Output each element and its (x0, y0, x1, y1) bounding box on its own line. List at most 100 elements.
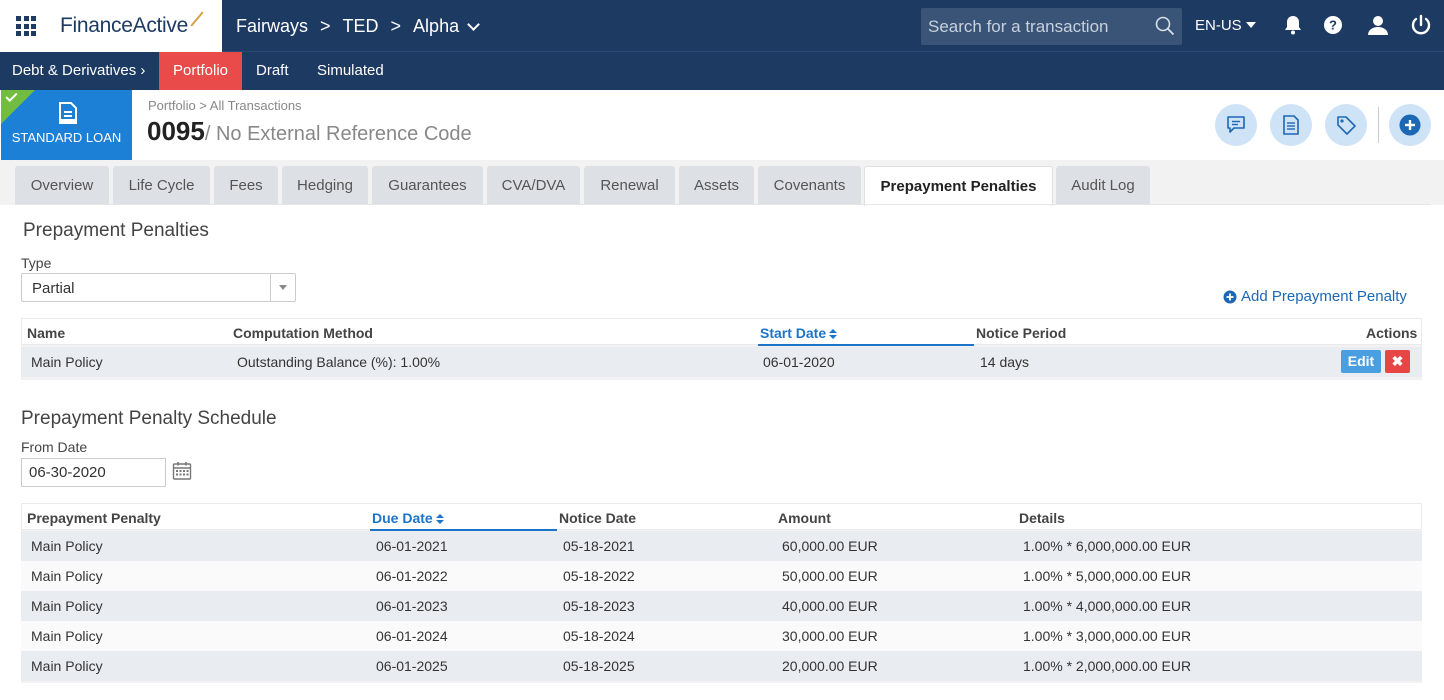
context-breadcrumb: Fairways > TED > Alpha (236, 16, 480, 37)
table-row: Main Policy Outstanding Balance (%): 1.0… (21, 347, 1422, 377)
cell-start-date: 06-01-2020 (763, 354, 835, 370)
column-header-details: Details (1019, 510, 1065, 526)
search-input[interactable] (921, 8, 1151, 45)
table-row: Main Policy 06-01-2024 05-18-2024 30,000… (21, 621, 1422, 651)
header-divider (1378, 107, 1379, 143)
column-header-start-date-label: Start Date (760, 325, 827, 341)
tab-life-cycle[interactable]: Life Cycle (113, 166, 210, 205)
user-icon[interactable] (1367, 14, 1389, 36)
caret-down-icon (1245, 22, 1256, 28)
from-date-input[interactable] (21, 458, 166, 487)
external-reference: / No External Reference Code (204, 123, 472, 145)
schedule-table-header: Prepayment Penalty Due Date Notice Date … (21, 503, 1422, 531)
column-header-amount: Amount (778, 510, 831, 526)
tab-guarantees[interactable]: Guarantees (372, 166, 483, 205)
breadcrumb-fairways[interactable]: Fairways (236, 16, 309, 36)
page-breadcrumb[interactable]: Portfolio > All Transactions (148, 98, 302, 113)
cell-notice-date: 05-18-2021 (563, 538, 635, 554)
cell-amount: 50,000.00 EUR (782, 568, 878, 584)
nav-draft[interactable]: Draft (256, 62, 289, 79)
plus-circle-icon (1399, 114, 1421, 136)
add-button[interactable] (1389, 104, 1431, 146)
cell-computation-method: Outstanding Balance (%): 1.00% (237, 354, 441, 370)
from-date-label: From Date (21, 439, 88, 455)
tab-renewal[interactable]: Renewal (584, 166, 675, 205)
select-arrow (270, 274, 295, 301)
cell-details: 1.00% * 4,000,000.00 EUR (1023, 598, 1192, 614)
cell-due-date: 06-01-2025 (376, 658, 448, 674)
tab-audit-log[interactable]: Audit Log (1056, 166, 1150, 205)
status-corner (1, 90, 35, 124)
column-header-due-date[interactable]: Due Date (372, 510, 444, 526)
help-icon[interactable]: ? (1322, 14, 1344, 36)
comments-button[interactable] (1215, 104, 1257, 146)
language-selector[interactable]: EN-US (1195, 17, 1256, 34)
column-header-notice-date: Notice Date (559, 510, 637, 526)
caret-down-icon (279, 285, 287, 290)
cell-prepayment-penalty: Main Policy (31, 658, 103, 674)
tab-assets[interactable]: Assets (679, 166, 754, 205)
logo-area: FinanceActive (0, 0, 222, 52)
column-header-name: Name (27, 325, 66, 341)
cell-due-date: 06-01-2024 (376, 628, 448, 644)
sub-navigation: Debt & Derivatives › Portfolio Draft Sim… (0, 52, 1444, 90)
section-menu[interactable]: Debt & Derivatives › (12, 52, 145, 90)
loan-type-label: STANDARD LOAN (11, 130, 122, 145)
table-row: Main Policy 06-01-2022 05-18-2022 50,000… (21, 561, 1422, 591)
breadcrumb-ted[interactable]: TED (342, 16, 379, 36)
schedule-title: Prepayment Penalty Schedule (21, 408, 277, 429)
penalties-title: Prepayment Penalties (23, 220, 209, 241)
column-header-actions: Actions (1366, 325, 1418, 341)
transaction-number: 0095 (147, 116, 205, 146)
cell-name: Main Policy (31, 354, 103, 370)
cell-notice-period: 14 days (980, 354, 1030, 370)
delete-button[interactable]: ✖ (1385, 350, 1410, 373)
logo[interactable]: FinanceActive (60, 14, 188, 37)
cell-amount: 60,000.00 EUR (782, 538, 878, 554)
cell-details: 1.00% * 2,000,000.00 EUR (1023, 658, 1192, 674)
sort-underline (370, 529, 557, 531)
tab-prepayment-penalties[interactable]: Prepayment Penalties (864, 166, 1053, 206)
logo-slash-mark (190, 11, 204, 27)
breadcrumb-separator: > (320, 16, 331, 36)
search-box (921, 8, 1182, 45)
cell-prepayment-penalty: Main Policy (31, 568, 103, 584)
edit-button[interactable]: Edit (1341, 350, 1381, 373)
tab-hedging[interactable]: Hedging (282, 166, 368, 205)
documents-button[interactable] (1270, 104, 1312, 146)
column-header-computation-method: Computation Method (233, 325, 373, 341)
chevron-down-icon[interactable] (467, 18, 480, 31)
tab-fees[interactable]: Fees (214, 166, 278, 205)
page-title: 0095/ No External Reference Code (147, 116, 472, 147)
power-icon[interactable] (1410, 14, 1432, 36)
table-row: Main Policy 06-01-2021 05-18-2021 60,000… (21, 531, 1422, 561)
svg-text:?: ? (1329, 18, 1337, 33)
plus-circle-icon (1223, 290, 1237, 303)
chevron-right-icon: › (140, 62, 146, 79)
tab-overview[interactable]: Overview (15, 166, 109, 205)
column-header-due-date-label: Due Date (372, 510, 433, 526)
tab-cva-dva[interactable]: CVA/DVA (487, 166, 580, 205)
language-label: EN-US (1195, 17, 1242, 34)
type-select[interactable]: Partial (21, 273, 296, 302)
column-header-start-date[interactable]: Start Date (760, 325, 838, 341)
add-prepayment-penalty-link[interactable]: Add Prepayment Penalty (1223, 288, 1407, 305)
cell-prepayment-penalty: Main Policy (31, 598, 103, 614)
cell-due-date: 06-01-2023 (376, 598, 448, 614)
nav-simulated[interactable]: Simulated (317, 62, 384, 79)
bell-icon[interactable] (1282, 14, 1304, 36)
apps-grid-icon[interactable] (16, 16, 36, 36)
table-row: Main Policy 06-01-2025 05-18-2025 20,000… (21, 651, 1422, 681)
column-header-notice-period: Notice Period (976, 325, 1067, 341)
cell-notice-date: 05-18-2022 (563, 568, 635, 584)
breadcrumb-separator: > (390, 16, 402, 36)
cell-details: 1.00% * 5,000,000.00 EUR (1023, 568, 1192, 584)
section-label: Debt & Derivatives (12, 62, 137, 79)
calendar-icon[interactable] (172, 461, 192, 481)
breadcrumb-alpha[interactable]: Alpha (413, 16, 460, 36)
cell-prepayment-penalty: Main Policy (31, 538, 103, 554)
tags-button[interactable] (1325, 104, 1367, 146)
search-icon[interactable] (1155, 16, 1175, 36)
tab-covenants[interactable]: Covenants (758, 166, 861, 205)
nav-portfolio[interactable]: Portfolio (159, 52, 243, 90)
